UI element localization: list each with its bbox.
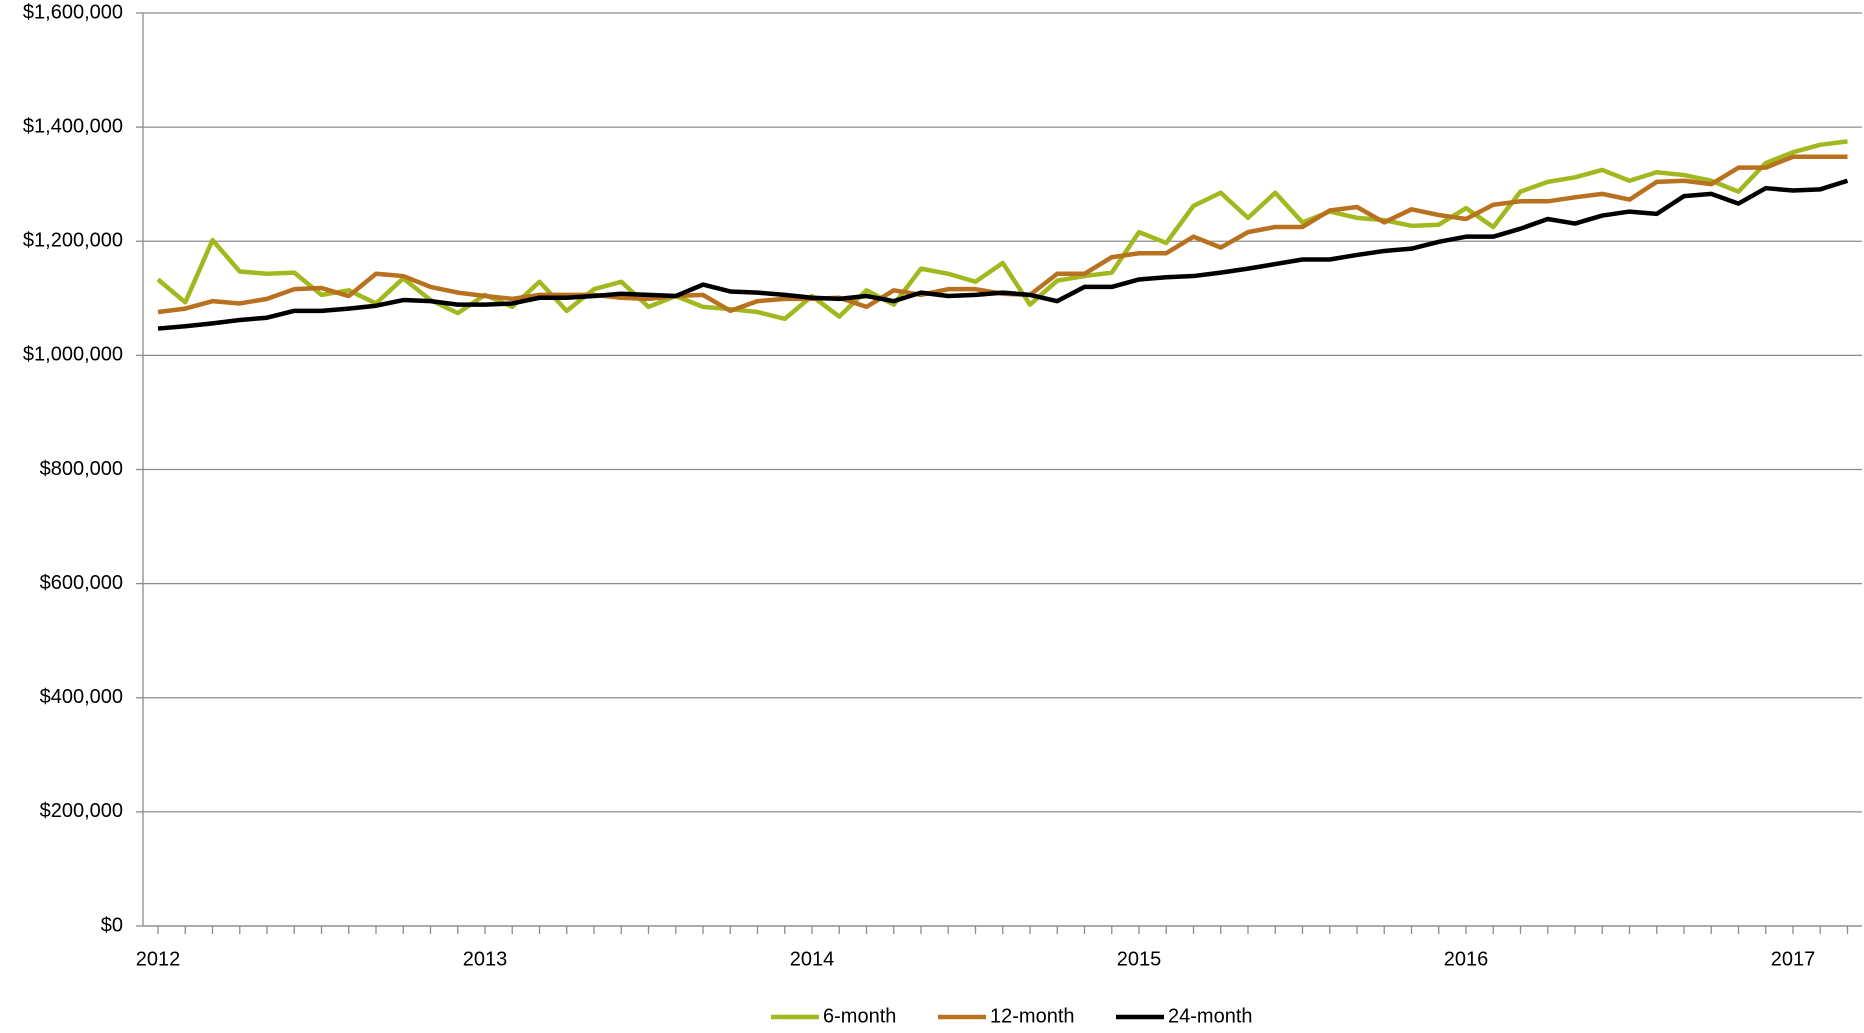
x-tick-label: 2014 <box>790 948 835 970</box>
y-tick-label: $1,600,000 <box>23 1 123 23</box>
x-tick-label: 2016 <box>1444 948 1489 970</box>
legend-label: 12-month <box>990 1005 1075 1027</box>
series-line <box>157 154 1848 315</box>
y-tick-label: $1,400,000 <box>23 115 123 137</box>
y-tick-label: $1,200,000 <box>23 230 123 252</box>
legend-label: 24-month <box>1168 1005 1253 1027</box>
y-tick-label: $1,000,000 <box>23 344 123 366</box>
y-tick-label: $800,000 <box>40 458 123 480</box>
x-tick-label: 2013 <box>463 948 508 970</box>
x-tick-label: 2012 <box>136 948 181 970</box>
y-tick-label: $600,000 <box>40 572 123 594</box>
y-tick-label: $400,000 <box>40 686 123 708</box>
x-tick-label: 2017 <box>1771 948 1816 970</box>
y-tick-label: $0 <box>101 914 123 936</box>
legend-label: 6-month <box>823 1005 896 1027</box>
series-line <box>157 178 1849 331</box>
x-tick-label: 2015 <box>1117 948 1162 970</box>
y-tick-label: $200,000 <box>40 800 123 822</box>
